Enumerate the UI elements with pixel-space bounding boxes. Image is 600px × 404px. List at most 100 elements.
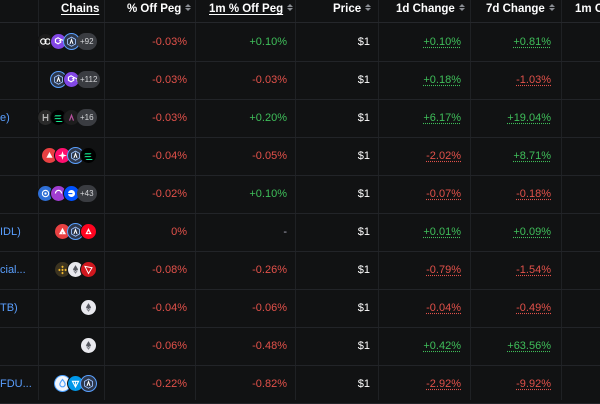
more-chains-badge[interactable]: +112 bbox=[77, 71, 100, 88]
more-chains-badge[interactable]: +43 bbox=[77, 185, 97, 202]
off-peg-value: -0.08% bbox=[152, 251, 187, 289]
header-change-7d-label: 7d Change bbox=[486, 3, 545, 15]
change-7d-value: -1.54% bbox=[516, 251, 551, 289]
coin-name[interactable]: e) bbox=[0, 99, 10, 137]
table-row[interactable]: -0.04% -0.05% $1 -2.02% +8.71% bbox=[0, 137, 600, 176]
chain-icons bbox=[41, 147, 97, 165]
off-peg-1m-value: -0.26% bbox=[252, 251, 287, 289]
off-peg-value: -0.04% bbox=[152, 289, 187, 327]
off-peg-value: 0% bbox=[171, 213, 187, 251]
header-change-1m-label: 1m C bbox=[575, 3, 600, 15]
change-7d-value: -9.92% bbox=[516, 365, 551, 403]
off-peg-1m-value: +0.20% bbox=[249, 99, 287, 137]
tron-icon bbox=[80, 261, 97, 278]
off-peg-value: -0.03% bbox=[152, 99, 187, 137]
change-7d-value: +19.04% bbox=[507, 99, 551, 137]
change-7d-value: +63.56% bbox=[507, 327, 551, 365]
off-peg-1m-value: +0.10% bbox=[249, 23, 287, 61]
off-peg-value: -0.03% bbox=[152, 23, 187, 61]
sort-icon bbox=[185, 4, 191, 11]
header-change-7d[interactable]: 7d Change bbox=[486, 0, 555, 22]
off-peg-1m-value: -0.06% bbox=[252, 289, 287, 327]
change-1d-value: +0.42% bbox=[423, 327, 461, 365]
coin-name[interactable]: TB) bbox=[0, 289, 18, 327]
change-1d-value: -0.79% bbox=[426, 251, 461, 289]
price-value: $1 bbox=[358, 213, 370, 251]
chain-icons: +16 bbox=[37, 109, 97, 127]
table-row[interactable]: TB) -0.04% -0.06% $1 -0.04% -0.49% bbox=[0, 289, 600, 328]
header-off-peg-1m-label: 1m % Off Peg bbox=[209, 3, 283, 15]
arbitrum-icon bbox=[80, 375, 97, 392]
table-row[interactable]: -0.06% -0.48% $1 +0.42% +63.56% bbox=[0, 327, 600, 366]
header-change-1d[interactable]: 1d Change bbox=[396, 0, 465, 22]
off-peg-value: -0.02% bbox=[152, 175, 187, 213]
header-chains[interactable]: Chains bbox=[61, 0, 99, 22]
price-value: $1 bbox=[358, 61, 370, 99]
table-row[interactable]: e) +16 -0.03% +0.20% $1 +6.17% +19.04% bbox=[0, 99, 600, 138]
chain-icons: +43 bbox=[37, 185, 97, 203]
change-7d-value: -0.49% bbox=[516, 289, 551, 327]
change-1d-value: +0.18% bbox=[423, 61, 461, 99]
change-1d-value: +0.10% bbox=[423, 23, 461, 61]
price-value: $1 bbox=[358, 23, 370, 61]
table-row[interactable]: IDL) 0% - $1 +0.01% +0.09% bbox=[0, 213, 600, 252]
off-peg-1m-value: -0.05% bbox=[252, 137, 287, 175]
change-1d-value: +0.01% bbox=[423, 213, 461, 251]
chain-icons: +112 bbox=[50, 71, 97, 89]
change-1d-value: -2.92% bbox=[426, 365, 461, 403]
price-value: $1 bbox=[358, 327, 370, 365]
header-off-peg[interactable]: % Off Peg bbox=[127, 0, 191, 22]
header-price[interactable]: Price bbox=[333, 0, 371, 22]
table-row[interactable]: +43 -0.02% +0.10% $1 -0.07% -0.18% bbox=[0, 175, 600, 214]
chain-icons bbox=[54, 223, 97, 241]
table-row[interactable]: +92 -0.03% +0.10% $1 +0.10% +0.81% bbox=[0, 23, 600, 62]
header-chains-label: Chains bbox=[61, 3, 99, 15]
sort-icon bbox=[549, 4, 555, 11]
ethereum-icon bbox=[80, 337, 97, 354]
header-off-peg-1m[interactable]: 1m % Off Peg bbox=[209, 0, 293, 22]
change-1d-value: -0.07% bbox=[426, 175, 461, 213]
table-row[interactable]: cial... -0.08% -0.26% $1 -0.79% -1.54% bbox=[0, 251, 600, 290]
solana-icon bbox=[80, 147, 97, 164]
coin-name[interactable]: cial... bbox=[0, 251, 26, 289]
price-value: $1 bbox=[358, 137, 370, 175]
off-peg-value: -0.22% bbox=[152, 365, 187, 403]
off-peg-1m-value: -0.03% bbox=[252, 61, 287, 99]
coin-name[interactable]: FDU... bbox=[0, 365, 32, 403]
more-chains-badge[interactable]: +16 bbox=[77, 109, 97, 126]
optimism-icon bbox=[80, 223, 97, 240]
price-value: $1 bbox=[358, 175, 370, 213]
table-row[interactable]: +112 -0.03% -0.03% $1 +0.18% -1.03% bbox=[0, 61, 600, 100]
price-value: $1 bbox=[358, 289, 370, 327]
sort-icon bbox=[287, 4, 293, 11]
price-value: $1 bbox=[358, 99, 370, 137]
table-header: Chains % Off Peg 1m % Off Peg Price 1d C… bbox=[0, 0, 600, 23]
off-peg-1m-value: -0.82% bbox=[252, 365, 287, 403]
chain-icons bbox=[80, 337, 97, 355]
off-peg-value: -0.03% bbox=[152, 61, 187, 99]
header-change-1d-label: 1d Change bbox=[396, 3, 455, 15]
change-1d-value: +6.17% bbox=[423, 99, 461, 137]
price-value: $1 bbox=[358, 365, 370, 403]
chain-icons bbox=[80, 299, 97, 317]
change-7d-value: -1.03% bbox=[516, 61, 551, 99]
sort-icon bbox=[365, 4, 371, 11]
coin-name[interactable]: IDL) bbox=[0, 213, 21, 251]
ethereum-icon bbox=[80, 299, 97, 316]
chain-icons bbox=[54, 375, 97, 393]
header-price-label: Price bbox=[333, 3, 361, 15]
change-7d-value: +0.09% bbox=[513, 213, 551, 251]
change-7d-value: +8.71% bbox=[513, 137, 551, 175]
more-chains-badge[interactable]: +92 bbox=[77, 33, 97, 50]
change-1d-value: -0.04% bbox=[426, 289, 461, 327]
off-peg-1m-value: - bbox=[283, 213, 287, 251]
header-off-peg-label: % Off Peg bbox=[127, 3, 181, 15]
table-row[interactable]: FDU... -0.22% -0.82% $1 -2.92% -9.92% bbox=[0, 365, 600, 404]
header-change-1m[interactable]: 1m C bbox=[575, 0, 600, 22]
sort-icon bbox=[459, 4, 465, 11]
change-7d-value: +0.81% bbox=[513, 23, 551, 61]
off-peg-1m-value: -0.48% bbox=[252, 327, 287, 365]
chain-icons bbox=[54, 261, 97, 279]
off-peg-value: -0.06% bbox=[152, 327, 187, 365]
chain-icons: +92 bbox=[37, 33, 97, 51]
